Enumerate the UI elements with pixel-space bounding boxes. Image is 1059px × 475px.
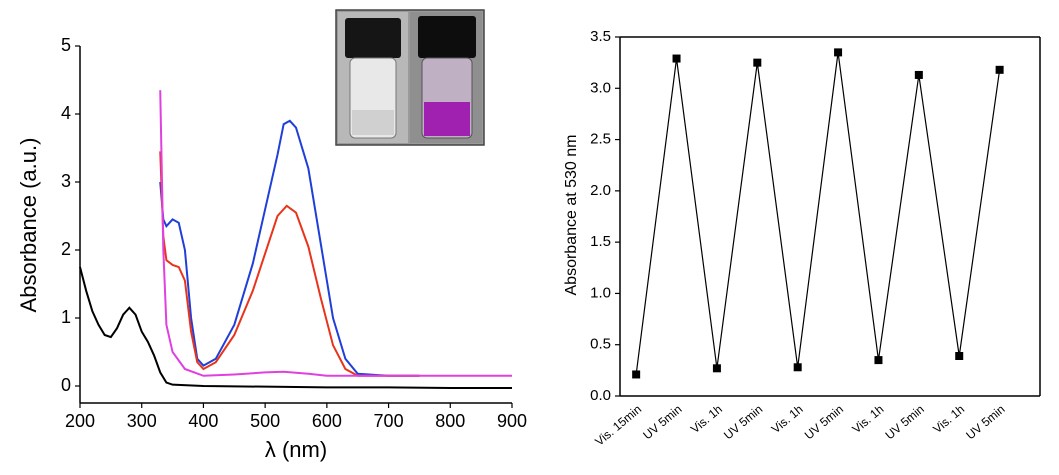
y-tick-label: 1 [61, 307, 71, 327]
y-tick-label: 3 [61, 171, 71, 191]
x-tick-label: 300 [127, 411, 157, 431]
y-tick-label: 4 [61, 103, 71, 123]
y-tick-label: 2 [61, 239, 71, 259]
x-tick-label: UV 5min [883, 402, 927, 442]
data-line [159, 90, 512, 377]
x-tick-label: 900 [497, 411, 527, 431]
x-tick-label: 600 [312, 411, 342, 431]
data-point [874, 356, 883, 365]
x-tick-label: UV 5min [802, 402, 846, 442]
x-tick-label: Vis. 1h [769, 402, 806, 436]
data-point [632, 370, 641, 379]
x-tick-label: Vis. 1h [688, 402, 725, 436]
x-tick-label: 700 [374, 411, 404, 431]
x-tick-label: UV 5min [963, 402, 1007, 442]
y-tick-label: 2.5 [590, 131, 611, 148]
y-tick-label: 0.5 [590, 336, 611, 353]
x-tick-label: 400 [188, 411, 218, 431]
x-axis-title: λ (nm) [265, 437, 327, 462]
data-point [955, 351, 964, 360]
x-tick-label: Vis. 15min [592, 402, 644, 449]
y-tick-label: 3.5 [590, 28, 611, 45]
x-tick-label: 800 [435, 411, 465, 431]
x-tick-label: UV 5min [640, 402, 684, 442]
y-tick-label: 5 [61, 35, 71, 55]
y-axis-title: Absorbance at 530 nm [563, 135, 580, 296]
data-point [914, 70, 923, 79]
data-line [79, 266, 512, 390]
data-line [159, 119, 420, 377]
data-point [793, 363, 802, 372]
inset-photo [335, 9, 485, 146]
data-point [995, 65, 1004, 74]
x-tick-label: UV 5min [721, 402, 765, 442]
y-tick-label: 0.0 [590, 387, 611, 404]
data-point [834, 48, 843, 57]
x-tick-label: Vis. 1h [849, 402, 886, 436]
y-tick-label: 1.5 [590, 233, 611, 250]
data-point [753, 58, 762, 67]
y-tick-label: 2.0 [590, 182, 611, 199]
x-tick-label: 200 [65, 411, 95, 431]
x-tick-label: Vis. 1h [930, 402, 967, 436]
y-tick-label: 1.0 [590, 284, 611, 301]
x-tick-label: 500 [250, 411, 280, 431]
data-line [635, 52, 1001, 375]
data-point [712, 364, 721, 373]
y-axis-title: Absorbance (a.u.) [16, 138, 41, 313]
data-line [159, 151, 420, 377]
y-tick-label: 0 [61, 375, 71, 395]
y-tick-label: 3.0 [590, 79, 611, 96]
data-point [672, 54, 681, 63]
